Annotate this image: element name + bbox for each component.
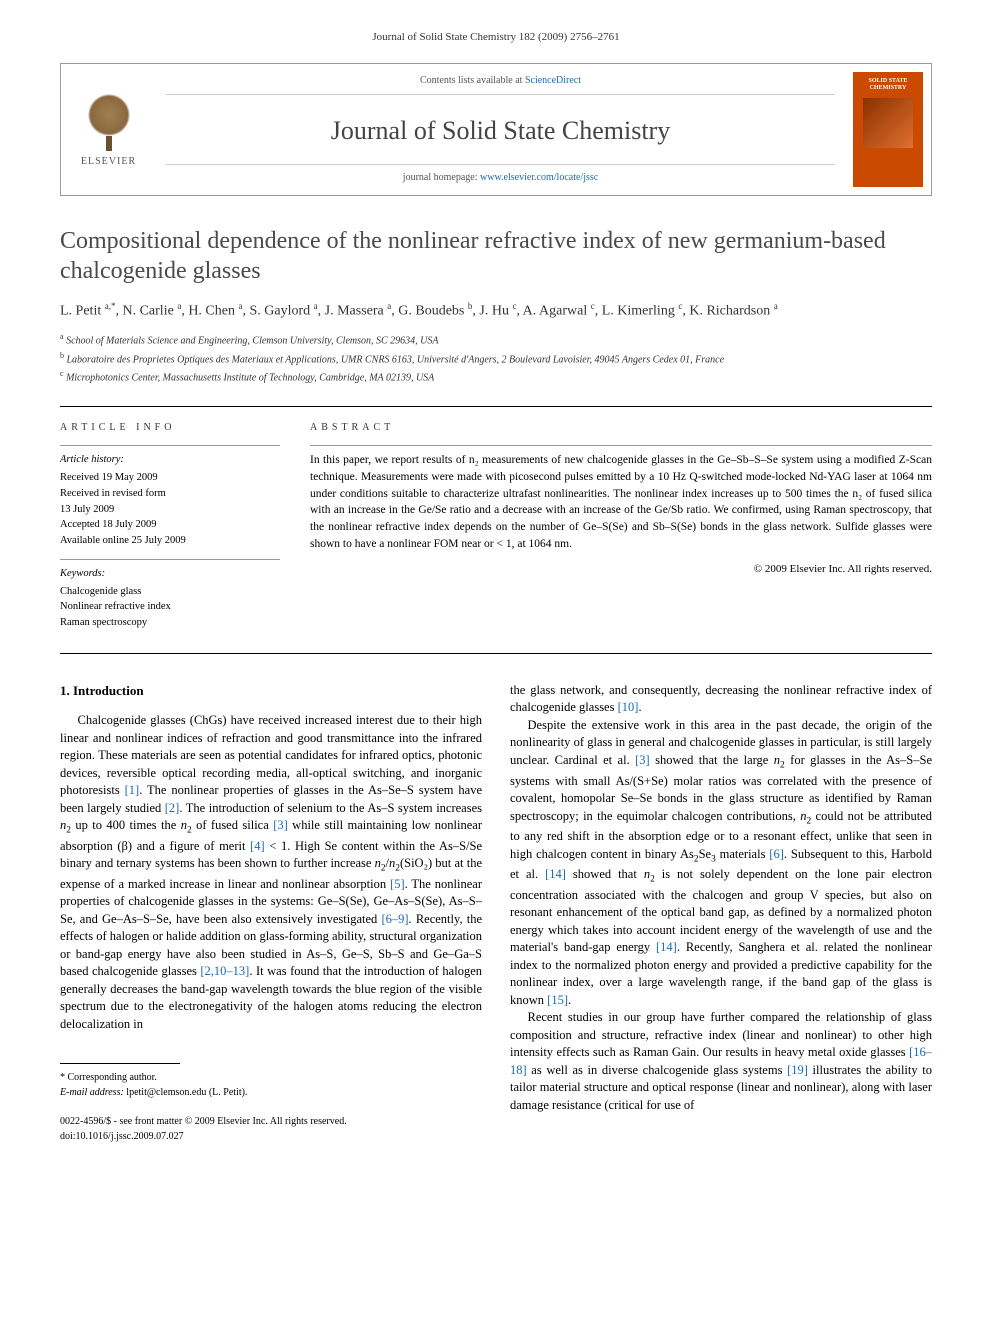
info-abstract-row: ARTICLE INFO Article history: Received 1… [60, 406, 932, 641]
contents-prefix: Contents lists available at [420, 75, 525, 86]
body-paragraph: Chalcogenide glasses (ChGs) have receive… [60, 712, 482, 1033]
keyword: Chalcogenide glass [60, 584, 280, 600]
front-matter-line: 0022-4596/$ - see front matter © 2009 El… [60, 1114, 482, 1144]
affiliation-b: b Laboratoire des Proprietes Optiques de… [60, 350, 932, 368]
body-paragraph: Despite the extensive work in this area … [510, 717, 932, 1010]
email-line: E-mail address: lpetit@clemson.edu (L. P… [60, 1085, 482, 1100]
keyword: Raman spectroscopy [60, 615, 280, 631]
cover-title: SOLID STATE CHEMISTRY [857, 78, 919, 91]
keywords-block: Keywords: Chalcogenide glass Nonlinear r… [60, 559, 280, 631]
sciencedirect-link[interactable]: ScienceDirect [525, 75, 581, 86]
history-line: 13 July 2009 [60, 502, 280, 518]
contents-available-line: Contents lists available at ScienceDirec… [166, 74, 835, 95]
history-line: Received in revised form [60, 486, 280, 502]
author-list: L. Petit a,*, N. Carlie a, H. Chen a, S.… [60, 300, 932, 322]
article-title: Compositional dependence of the nonlinea… [60, 226, 932, 286]
article-info-column: ARTICLE INFO Article history: Received 1… [60, 421, 280, 641]
body-column-right: the glass network, and consequently, dec… [510, 682, 932, 1144]
keywords-label: Keywords: [60, 559, 280, 582]
issn-copyright: 0022-4596/$ - see front matter © 2009 El… [60, 1114, 482, 1129]
running-head-citation: Journal of Solid State Chemistry 182 (20… [60, 30, 932, 45]
email-label: E-mail address: [60, 1087, 124, 1098]
history-line: Available online 25 July 2009 [60, 533, 280, 549]
abstract-heading: ABSTRACT [310, 421, 932, 435]
abstract-column: ABSTRACT In this paper, we report result… [310, 421, 932, 641]
affiliation-a: a School of Materials Science and Engine… [60, 331, 932, 349]
abstract-text: In this paper, we report results of n₂ m… [310, 445, 932, 552]
header-center: Contents lists available at ScienceDirec… [156, 64, 845, 194]
footnotes: * Corresponding author. E-mail address: … [60, 1070, 482, 1100]
affiliations: a School of Materials Science and Engine… [60, 331, 932, 386]
footnote-separator [60, 1063, 180, 1064]
journal-cover-thumbnail: SOLID STATE CHEMISTRY [853, 72, 923, 186]
abstract-copyright: © 2009 Elsevier Inc. All rights reserved… [310, 562, 932, 577]
journal-header-box: ELSEVIER Contents lists available at Sci… [60, 63, 932, 195]
affiliation-c: c Microphotonics Center, Massachusetts I… [60, 368, 932, 386]
cover-image-icon [863, 98, 913, 148]
homepage-prefix: journal homepage: [403, 172, 480, 183]
publisher-name: ELSEVIER [81, 155, 136, 169]
homepage-line: journal homepage: www.elsevier.com/locat… [166, 164, 835, 185]
section-1-heading: 1. Introduction [60, 682, 482, 700]
history-line: Received 19 May 2009 [60, 470, 280, 486]
body-paragraph: the glass network, and consequently, dec… [510, 682, 932, 717]
corresponding-author-note: * Corresponding author. [60, 1070, 482, 1085]
body-column-left: 1. Introduction Chalcogenide glasses (Ch… [60, 682, 482, 1144]
email-address: lpetit@clemson.edu (L. Petit). [126, 1087, 247, 1098]
journal-name: Journal of Solid State Chemistry [166, 113, 835, 149]
article-info-heading: ARTICLE INFO [60, 421, 280, 435]
body-two-column: 1. Introduction Chalcogenide glasses (Ch… [60, 682, 932, 1144]
homepage-link[interactable]: www.elsevier.com/locate/jssc [480, 172, 598, 183]
article-history-block: Article history: Received 19 May 2009 Re… [60, 445, 280, 549]
doi-line: doi:10.1016/j.jssc.2009.07.027 [60, 1129, 482, 1144]
body-paragraph: Recent studies in our group have further… [510, 1009, 932, 1114]
publisher-logo: ELSEVIER [61, 64, 156, 194]
section-divider [60, 653, 932, 654]
elsevier-tree-icon [79, 91, 139, 151]
keyword: Nonlinear refractive index [60, 599, 280, 615]
history-line: Accepted 18 July 2009 [60, 517, 280, 533]
history-label: Article history: [60, 445, 280, 468]
